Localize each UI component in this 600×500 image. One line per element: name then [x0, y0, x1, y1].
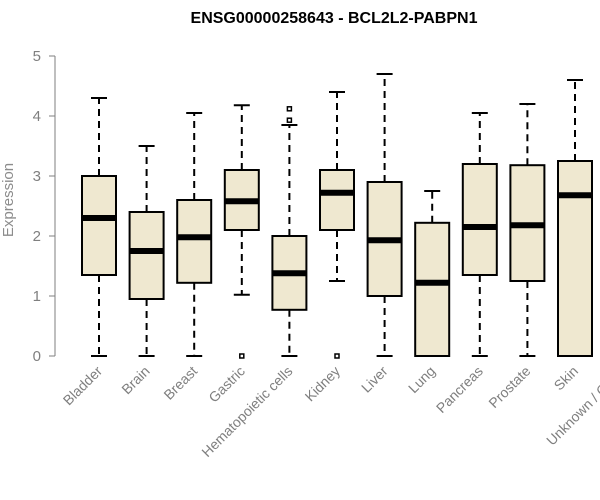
x-tick-label: Gastric [205, 363, 248, 406]
iqr-box [557, 160, 593, 357]
boxes-group [81, 73, 593, 359]
outlier-point [286, 106, 293, 112]
y-tick-label: 2 [33, 228, 41, 245]
x-tick-label: Breast [160, 363, 200, 403]
x-tick-label: Hematopoietic cells [198, 363, 295, 460]
x-tick-label: Prostate [485, 363, 533, 411]
box-breast [176, 112, 213, 357]
iqr-box [128, 211, 165, 300]
iqr-box [414, 221, 451, 357]
box-pancreas [461, 112, 498, 357]
x-tick-label: Lung [405, 363, 438, 396]
y-axis: 0 1 2 3 4 5 [33, 48, 56, 365]
x-tick-label: Pancreas [433, 363, 486, 416]
y-tick-label: 3 [33, 168, 41, 185]
box-skin [557, 79, 593, 357]
chart-title: ENSG00000258643 - BCL2L2-PABPN1 [191, 10, 478, 27]
y-tick-label: 5 [33, 48, 41, 65]
box-liver [366, 73, 403, 357]
box-hematopoietic-cells [271, 106, 308, 357]
box-prostate [509, 103, 546, 357]
box-gastric [223, 104, 260, 359]
x-tick-label: Liver [358, 363, 391, 396]
outlier-point [334, 353, 340, 359]
x-tick-label: Bladder [60, 363, 106, 409]
box-brain [128, 145, 165, 357]
box-lung [414, 190, 451, 357]
iqr-box [319, 169, 355, 231]
y-tick-label: 1 [33, 288, 41, 305]
x-tick-label: Brain [118, 363, 152, 397]
iqr-box [81, 175, 117, 276]
iqr-box [176, 199, 213, 284]
iqr-box [461, 163, 498, 276]
outlier-point [239, 353, 245, 359]
x-tick-label: Skin [551, 363, 582, 394]
box-bladder [81, 97, 117, 357]
y-axis-label: Expression [0, 163, 17, 237]
x-tick-label: Kidney [302, 363, 344, 405]
y-tick-label: 4 [33, 108, 41, 125]
outlier-point [286, 117, 293, 123]
box-kidney [319, 91, 355, 359]
y-tick-label: 0 [33, 348, 41, 365]
